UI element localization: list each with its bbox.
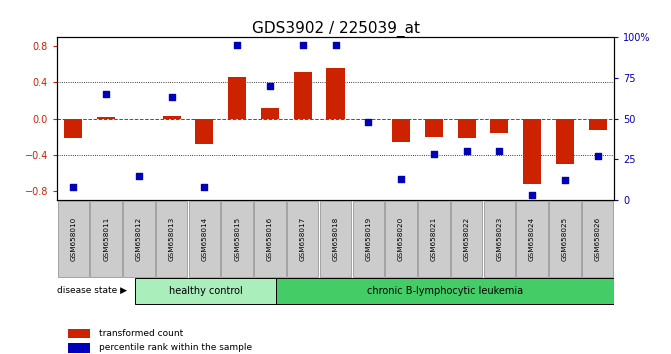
Point: [527, 192, 537, 198]
Point: [592, 153, 603, 159]
Title: GDS3902 / 225039_at: GDS3902 / 225039_at: [252, 21, 419, 37]
FancyBboxPatch shape: [189, 201, 220, 277]
Point: [396, 176, 407, 182]
FancyBboxPatch shape: [385, 201, 417, 277]
Text: GSM658020: GSM658020: [398, 217, 404, 261]
Bar: [392, 119, 410, 142]
FancyBboxPatch shape: [352, 201, 384, 277]
FancyBboxPatch shape: [287, 201, 319, 277]
Text: GSM658014: GSM658014: [201, 217, 207, 261]
FancyBboxPatch shape: [221, 201, 253, 277]
Text: GSM658021: GSM658021: [431, 217, 437, 261]
Bar: [327, 68, 344, 119]
Text: GSM658025: GSM658025: [562, 217, 568, 261]
Text: disease state ▶: disease state ▶: [57, 286, 127, 295]
Point: [199, 184, 210, 190]
Bar: [556, 119, 574, 164]
Point: [68, 184, 79, 190]
Text: GSM658024: GSM658024: [529, 217, 535, 261]
Bar: [195, 119, 213, 144]
Point: [560, 178, 570, 183]
FancyBboxPatch shape: [517, 201, 548, 277]
FancyBboxPatch shape: [276, 278, 614, 304]
Point: [461, 148, 472, 154]
Bar: [425, 119, 443, 137]
FancyBboxPatch shape: [484, 201, 515, 277]
Point: [264, 83, 275, 89]
Text: healthy control: healthy control: [168, 286, 242, 296]
Text: GSM658016: GSM658016: [267, 217, 273, 261]
Bar: [64, 119, 83, 138]
Bar: [68, 329, 91, 338]
Text: GSM658018: GSM658018: [333, 217, 338, 261]
Text: GSM658013: GSM658013: [168, 217, 174, 261]
FancyBboxPatch shape: [156, 201, 187, 277]
Text: transformed count: transformed count: [99, 329, 183, 338]
Bar: [130, 119, 148, 120]
Text: GSM658011: GSM658011: [103, 217, 109, 261]
Point: [363, 119, 374, 125]
Bar: [588, 119, 607, 130]
Text: GSM658023: GSM658023: [497, 217, 503, 261]
Text: GSM658017: GSM658017: [300, 217, 306, 261]
Bar: [523, 119, 541, 184]
Bar: [68, 343, 91, 353]
Text: GSM658022: GSM658022: [464, 217, 470, 261]
Point: [494, 148, 505, 154]
Text: GSM658015: GSM658015: [234, 217, 240, 261]
Point: [330, 42, 341, 48]
Text: GSM658010: GSM658010: [70, 217, 76, 261]
FancyBboxPatch shape: [135, 278, 276, 304]
FancyBboxPatch shape: [549, 201, 580, 277]
Text: GSM658012: GSM658012: [136, 217, 142, 261]
Point: [428, 152, 439, 157]
Text: GSM658019: GSM658019: [365, 217, 371, 261]
FancyBboxPatch shape: [418, 201, 450, 277]
Bar: [294, 72, 312, 119]
Point: [297, 42, 308, 48]
Text: GSM658026: GSM658026: [595, 217, 601, 261]
FancyBboxPatch shape: [582, 201, 613, 277]
FancyBboxPatch shape: [123, 201, 154, 277]
Bar: [458, 119, 476, 138]
Text: chronic B-lymphocytic leukemia: chronic B-lymphocytic leukemia: [367, 286, 523, 296]
Text: percentile rank within the sample: percentile rank within the sample: [99, 343, 252, 352]
FancyBboxPatch shape: [320, 201, 351, 277]
Bar: [261, 108, 279, 119]
FancyBboxPatch shape: [91, 201, 122, 277]
Point: [134, 173, 144, 178]
Bar: [162, 116, 180, 119]
FancyBboxPatch shape: [451, 201, 482, 277]
Point: [232, 42, 243, 48]
Point: [101, 91, 111, 97]
FancyBboxPatch shape: [58, 201, 89, 277]
Bar: [228, 77, 246, 119]
Bar: [491, 119, 509, 133]
FancyBboxPatch shape: [254, 201, 286, 277]
Point: [166, 95, 177, 100]
Bar: [97, 117, 115, 119]
